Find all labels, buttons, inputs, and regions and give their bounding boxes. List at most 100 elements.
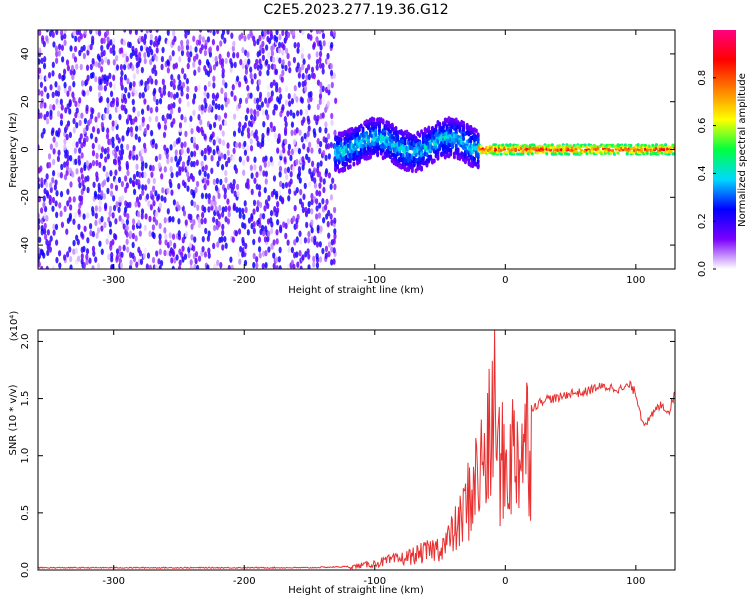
heatmap-cell: [295, 158, 299, 166]
heatmap-cell: [261, 109, 265, 116]
heatmap-cell: [352, 144, 356, 149]
heatmap-cell: [196, 204, 200, 211]
x-tick-label: 100: [626, 275, 645, 286]
heatmap-cell: [180, 113, 184, 121]
heatmap-cell: [49, 84, 53, 91]
heatmap-cell: [307, 200, 311, 208]
heatmap-cell: [43, 113, 47, 121]
heatmap-cell: [184, 230, 188, 238]
heatmap-cell: [307, 207, 311, 214]
heatmap-cell: [286, 239, 290, 246]
heatmap-cell: [120, 143, 124, 150]
heatmap-cell: [78, 147, 82, 154]
heatmap-cell: [109, 47, 113, 54]
heatmap-cell: [212, 224, 217, 232]
heatmap-cell: [140, 148, 144, 155]
heatmap-cell: [326, 52, 330, 60]
heatmap-cell: [310, 208, 314, 215]
heatmap-cell: [85, 135, 89, 143]
heatmap-cell: [59, 119, 64, 127]
heatmap-cell: [65, 251, 70, 258]
heatmap-cell: [287, 143, 291, 151]
heatmap-cell: [281, 69, 285, 77]
heatmap-cell: [68, 98, 72, 106]
heatmap-cell: [57, 101, 61, 109]
heatmap-cell: [168, 113, 172, 120]
heatmap-cell: [310, 227, 314, 234]
heatmap-cell: [290, 121, 295, 128]
heatmap-cell: [51, 61, 55, 69]
heatmap-cell: [200, 160, 204, 168]
heatmap-cell: [114, 233, 118, 241]
heatmap-cell: [177, 265, 182, 269]
heatmap-cell: [221, 130, 225, 137]
heatmap-cell: [198, 34, 202, 41]
heatmap-cell: [216, 30, 220, 35]
heatmap-cell: [243, 58, 247, 66]
heatmap-cell: [305, 153, 309, 161]
heatmap-cell: [154, 69, 158, 77]
heatmap-cell: [257, 217, 261, 225]
heatmap-cell: [200, 192, 205, 200]
heatmap-cell: [281, 59, 285, 66]
heatmap-cell: [193, 69, 197, 76]
heatmap-cell: [295, 236, 299, 243]
heatmap-cell: [38, 182, 41, 190]
heatmap-cell: [552, 145, 556, 149]
heatmap-cell: [283, 167, 288, 174]
heatmap-cell: [309, 34, 313, 41]
heatmap-cell: [65, 160, 69, 167]
heatmap-cell: [170, 171, 174, 179]
heatmap-cell: [381, 147, 385, 153]
heatmap-cell: [190, 199, 194, 207]
heatmap-cell: [309, 90, 313, 98]
heatmap-cell: [312, 167, 317, 174]
heatmap-cell: [38, 261, 41, 268]
heatmap-cell: [317, 212, 322, 219]
heatmap-cell: [319, 140, 323, 148]
heatmap-cell: [276, 207, 280, 214]
heatmap-cell: [280, 196, 285, 204]
heatmap-cell: [261, 212, 266, 220]
heatmap-cell: [368, 154, 372, 159]
heatmap-cell: [479, 144, 483, 149]
heatmap-cell: [75, 107, 79, 114]
heatmap-cell: [124, 206, 128, 213]
heatmap-cell: [55, 256, 59, 264]
heatmap-cell: [148, 45, 152, 53]
heatmap-cell: [106, 58, 111, 66]
colorbar-tick-label: 0.4: [697, 165, 708, 181]
heatmap-cell: [250, 172, 254, 179]
heatmap-cell: [141, 92, 145, 99]
heatmap-cell: [89, 30, 93, 35]
heatmap-cell: [199, 30, 203, 33]
heatmap-cell: [278, 171, 282, 178]
heatmap-cell: [63, 32, 67, 40]
heatmap-cell: [212, 56, 216, 63]
heatmap-cell: [47, 153, 52, 160]
heatmap-cell: [106, 97, 110, 104]
heatmap-cell: [186, 39, 190, 46]
heatmap-cell: [94, 256, 98, 263]
heatmap-cell: [236, 190, 240, 198]
heatmap-cell: [221, 206, 225, 213]
heatmap-cell: [301, 254, 305, 261]
heatmap-cell: [98, 198, 102, 206]
heatmap-cell: [332, 206, 337, 214]
heatmap-cell: [91, 107, 95, 115]
heatmap-cell: [214, 113, 218, 121]
heatmap-cell: [293, 239, 297, 246]
heatmap-cell: [117, 106, 121, 113]
heatmap-cell: [462, 126, 466, 132]
heatmap-cell: [326, 100, 330, 107]
heatmap-cell: [284, 99, 289, 106]
heatmap-cell: [204, 39, 208, 46]
heatmap-cell: [332, 30, 337, 37]
heatmap-cell: [272, 262, 276, 269]
heatmap-cell: [476, 158, 480, 164]
heatmap-cell: [131, 224, 136, 231]
heatmap-cell: [59, 113, 64, 120]
heatmap-cell: [49, 143, 53, 150]
heatmap-cell: [125, 238, 129, 245]
heatmap-cell: [313, 235, 317, 242]
